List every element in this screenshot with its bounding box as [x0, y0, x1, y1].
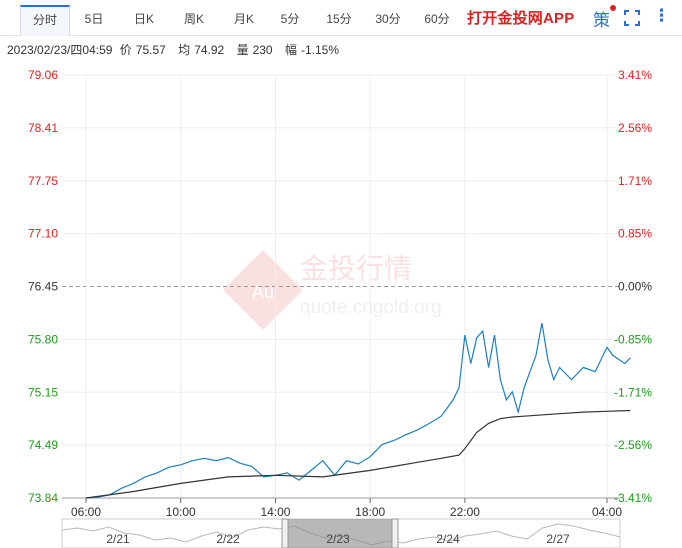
y-tick-left: 74.49 — [28, 438, 58, 452]
chart-lines — [85, 322, 631, 499]
notification-dot — [610, 5, 616, 11]
x-tick-label: 10:00 — [166, 505, 196, 518]
y-tick-left: 77.10 — [28, 227, 58, 241]
tab-intraday[interactable]: 分时 — [20, 5, 70, 36]
y-axis-right: 3.41% 2.56% 1.71% 0.85% 0.00% -0.85% -1.71% -2.… — [614, 68, 652, 505]
change-value: -1.15% — [300, 43, 339, 57]
y-tick-right: 0.85% — [618, 227, 652, 241]
date-navigator[interactable]: 2/21 2/22 2/23 2/24 2/27 — [0, 518, 682, 548]
period-tab-bar: 分时 5日 日K 周K 月K 5分 15分 30分 60分 打开金投网APP 策… — [0, 0, 682, 36]
y-tick-left: 75.15 — [28, 385, 58, 399]
average-line — [85, 409, 631, 499]
volume-label: 量 — [236, 43, 249, 57]
y-tick-right: 3.41% — [618, 68, 652, 82]
tab-30min[interactable]: 30分 — [375, 12, 401, 26]
y-tick-right: -2.56% — [614, 438, 652, 452]
watermark-logo-text: Au — [252, 282, 274, 302]
volume-value: 230 — [252, 43, 273, 57]
tab-5min[interactable]: 5分 — [280, 12, 300, 26]
y-tick-right: 1.71% — [618, 174, 652, 188]
y-axis-left: 79.06 78.41 77.75 77.10 76.45 75.80 75.15 74.49… — [28, 68, 58, 505]
x-tick-label: 14:00 — [260, 505, 290, 518]
y-tick-left: 73.84 — [28, 491, 58, 505]
y-tick-left: 79.06 — [28, 68, 58, 82]
tab-15min[interactable]: 15分 — [326, 12, 352, 26]
price-value: 75.57 — [135, 43, 166, 57]
chart-grid — [62, 74, 620, 503]
navigator-date-label: 2/23 — [326, 532, 350, 546]
tab-60min[interactable]: 60分 — [424, 12, 450, 26]
y-tick-right: -3.41% — [614, 491, 652, 505]
y-tick-left: 77.75 — [28, 174, 58, 188]
navigator-date-label: 2/22 — [216, 532, 240, 546]
tab-weekly-k[interactable]: 周K — [183, 12, 204, 26]
watermark-logo-diamond — [223, 250, 303, 330]
fullscreen-icon[interactable] — [624, 10, 640, 26]
watermark-url: quote.cngold.org — [300, 297, 442, 318]
watermark-brand: 金投行情 — [300, 252, 412, 285]
tab-monthly-k[interactable]: 月K — [233, 12, 254, 26]
tab-daily-k[interactable]: 日K — [133, 12, 154, 26]
chart-watermark: Au 金投行情 quote.cngold.org — [223, 250, 442, 330]
y-tick-right: 2.56% — [618, 121, 652, 135]
quote-summary: 2023/02/23/四04:59 价 75.57 均 74.92 量 230 幅 -1… — [7, 41, 343, 58]
y-tick-right: -0.85% — [614, 332, 652, 346]
navigator-right-handle[interactable] — [391, 518, 399, 548]
more-menu-icon[interactable]: ⋮ — [653, 6, 670, 25]
y-tick-right: -1.71% — [614, 385, 652, 399]
y-tick-right: 0.00% — [618, 280, 652, 294]
open-app-link[interactable]: 打开金投网APP — [467, 10, 575, 27]
avg-value: 74.92 — [194, 43, 225, 57]
navigator-date-label: 2/21 — [106, 532, 130, 546]
avg-label: 均 — [178, 43, 191, 57]
navigator-selected-range[interactable] — [282, 519, 397, 548]
x-tick-label: 06:00 — [71, 505, 101, 518]
price-label: 价 — [119, 43, 132, 57]
navigator-left-handle[interactable] — [281, 518, 289, 548]
intraday-chart[interactable]: Au 金投行情 quote.cngold.org 79.06 78.41 77.75… — [0, 62, 682, 518]
x-axis: 06:00 10:00 14:00 18:00 22:00 04:00 — [71, 505, 622, 518]
x-tick-label: 22:00 — [450, 505, 480, 518]
quote-datetime: 2023/02/23/四04:59 — [7, 43, 113, 57]
tab-5day[interactable]: 5日 — [84, 12, 104, 26]
y-tick-left: 78.41 — [28, 121, 58, 135]
navigator-date-label: 2/24 — [436, 532, 460, 546]
strategy-icon[interactable]: 策 — [593, 5, 616, 30]
change-label: 幅 — [284, 43, 297, 57]
x-tick-label: 18:00 — [355, 505, 385, 518]
y-tick-left: 76.45 — [28, 280, 58, 294]
price-line — [85, 322, 631, 499]
strategy-icon-label: 策 — [593, 11, 610, 30]
y-tick-left: 75.80 — [28, 332, 58, 346]
navigator-date-label: 2/27 — [546, 532, 570, 546]
x-tick-label: 04:00 — [592, 505, 622, 518]
